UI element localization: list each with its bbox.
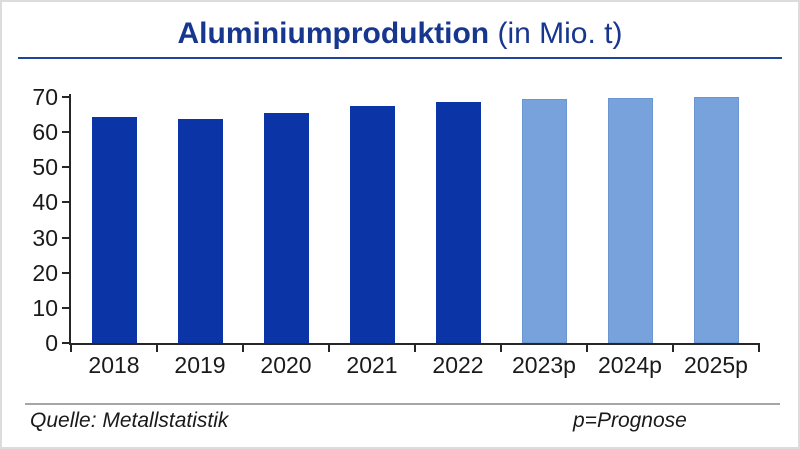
y-axis-tick — [62, 306, 70, 309]
x-axis-tick — [500, 343, 502, 352]
x-axis-label-2024p: 2024p — [598, 352, 662, 378]
bar-2021 — [349, 106, 395, 343]
x-axis-label-2021: 2021 — [346, 352, 398, 378]
x-axis-label-2018: 2018 — [88, 352, 140, 378]
footer-divider — [25, 403, 780, 405]
x-axis-label-2023p: 2023p — [512, 352, 576, 378]
x-axis-label-2020: 2020 — [260, 352, 312, 378]
x-axis-label-2025p: 2025p — [684, 352, 748, 378]
x-axis-tick — [328, 343, 330, 352]
x-axis-label-2019: 2019 — [174, 352, 226, 378]
x-axis-tick — [70, 343, 72, 352]
y-axis-tick — [62, 96, 70, 98]
y-axis-tick-label: 40 — [32, 189, 58, 216]
y-axis-tick — [62, 166, 70, 169]
title-main: Aluminiumproduktion — [177, 17, 490, 50]
title-suffix: (in Mio. t) — [489, 17, 623, 50]
forecast-note: p=Prognose — [573, 409, 687, 432]
y-axis-tick-label: 30 — [32, 224, 58, 251]
page-title: Aluminiumproduktion (in Mio. t) — [0, 14, 800, 54]
y-axis-tick — [62, 201, 70, 204]
bar-2020 — [263, 113, 309, 343]
y-axis-line — [69, 94, 71, 345]
bar-2019 — [177, 119, 223, 343]
x-axis-tick — [672, 343, 674, 352]
title-underline — [18, 57, 782, 59]
y-axis-tick — [62, 342, 70, 344]
bar-2022 — [435, 102, 481, 343]
y-axis-tick-label: 10 — [32, 294, 58, 321]
y-axis-tick-label: 50 — [32, 154, 58, 181]
source-label: Quelle: Metallstatistik — [30, 409, 229, 432]
x-axis-tick — [242, 343, 244, 352]
bar-2018 — [91, 117, 137, 343]
x-axis-tick — [758, 343, 760, 352]
x-axis-tick — [414, 343, 416, 352]
y-axis-tick — [62, 236, 70, 239]
x-axis-label-2022: 2022 — [432, 352, 484, 378]
y-axis-tick — [62, 131, 70, 134]
y-axis-tick-label: 0 — [45, 330, 58, 356]
x-axis-tick — [156, 343, 158, 352]
x-axis-tick — [586, 343, 588, 352]
y-axis-tick-label: 60 — [32, 119, 58, 146]
bar-2025p — [693, 97, 739, 343]
y-axis-tick-label: 70 — [32, 84, 58, 110]
y-axis-tick-label: 20 — [32, 259, 58, 286]
bar-2023p — [521, 98, 567, 343]
bar-2024p — [607, 97, 653, 343]
y-axis-tick — [62, 271, 70, 274]
